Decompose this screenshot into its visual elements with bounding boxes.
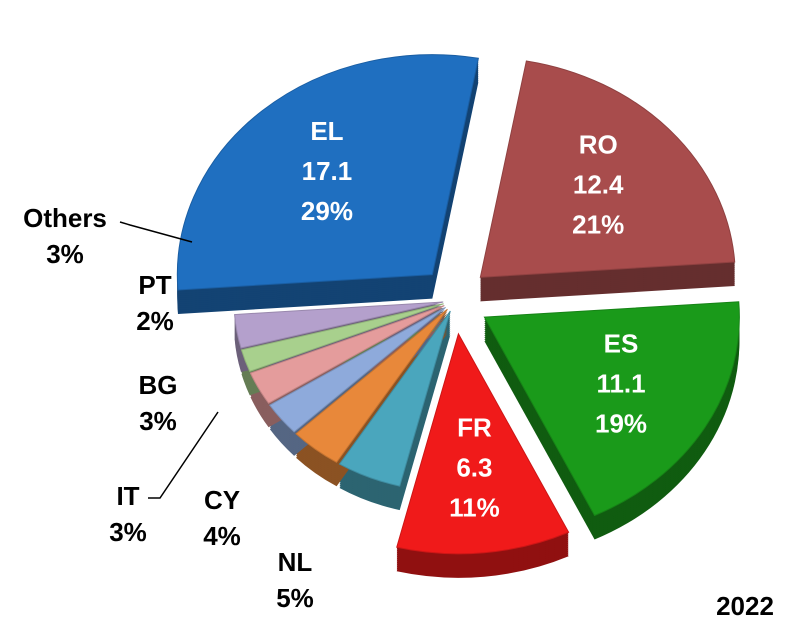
percent-label: 19% xyxy=(595,409,647,439)
amount-label: 6.3 xyxy=(456,452,492,482)
slice-label: BG xyxy=(139,370,178,400)
amount-label: 17.1 xyxy=(302,156,353,186)
percent-label: 4% xyxy=(203,521,241,551)
slice-label: FR xyxy=(457,412,492,442)
percent-label: 11% xyxy=(449,492,500,522)
amount-label: 11.1 xyxy=(596,369,645,399)
leader-line xyxy=(119,221,193,243)
percent-label: 3% xyxy=(139,406,177,436)
slice xyxy=(479,60,736,278)
slice xyxy=(269,306,446,433)
slice xyxy=(483,301,740,517)
year-label: 2022 xyxy=(716,591,774,621)
amount-label: 12.4 xyxy=(573,169,624,199)
slice-label: CY xyxy=(204,485,240,515)
percent-label: 3% xyxy=(46,239,84,269)
slice-label: ES xyxy=(604,329,639,359)
slice xyxy=(234,301,444,349)
slice xyxy=(396,332,570,555)
slice-label: NL xyxy=(278,547,313,577)
slice-label: RO xyxy=(579,129,618,159)
slice-label: EL xyxy=(310,116,343,146)
percent-label: 21% xyxy=(572,209,624,239)
slice-label: IT xyxy=(116,481,139,511)
slice xyxy=(338,310,451,487)
percent-label: 3% xyxy=(109,517,147,547)
percent-label: 5% xyxy=(276,583,314,613)
slice xyxy=(240,303,444,372)
slice xyxy=(249,305,445,404)
slice-label: PT xyxy=(138,270,171,300)
slice-label: Others xyxy=(23,203,107,233)
percent-label: 29% xyxy=(301,196,353,226)
slice xyxy=(295,308,448,463)
leader-line xyxy=(148,411,219,499)
percent-label: 2% xyxy=(136,306,174,336)
